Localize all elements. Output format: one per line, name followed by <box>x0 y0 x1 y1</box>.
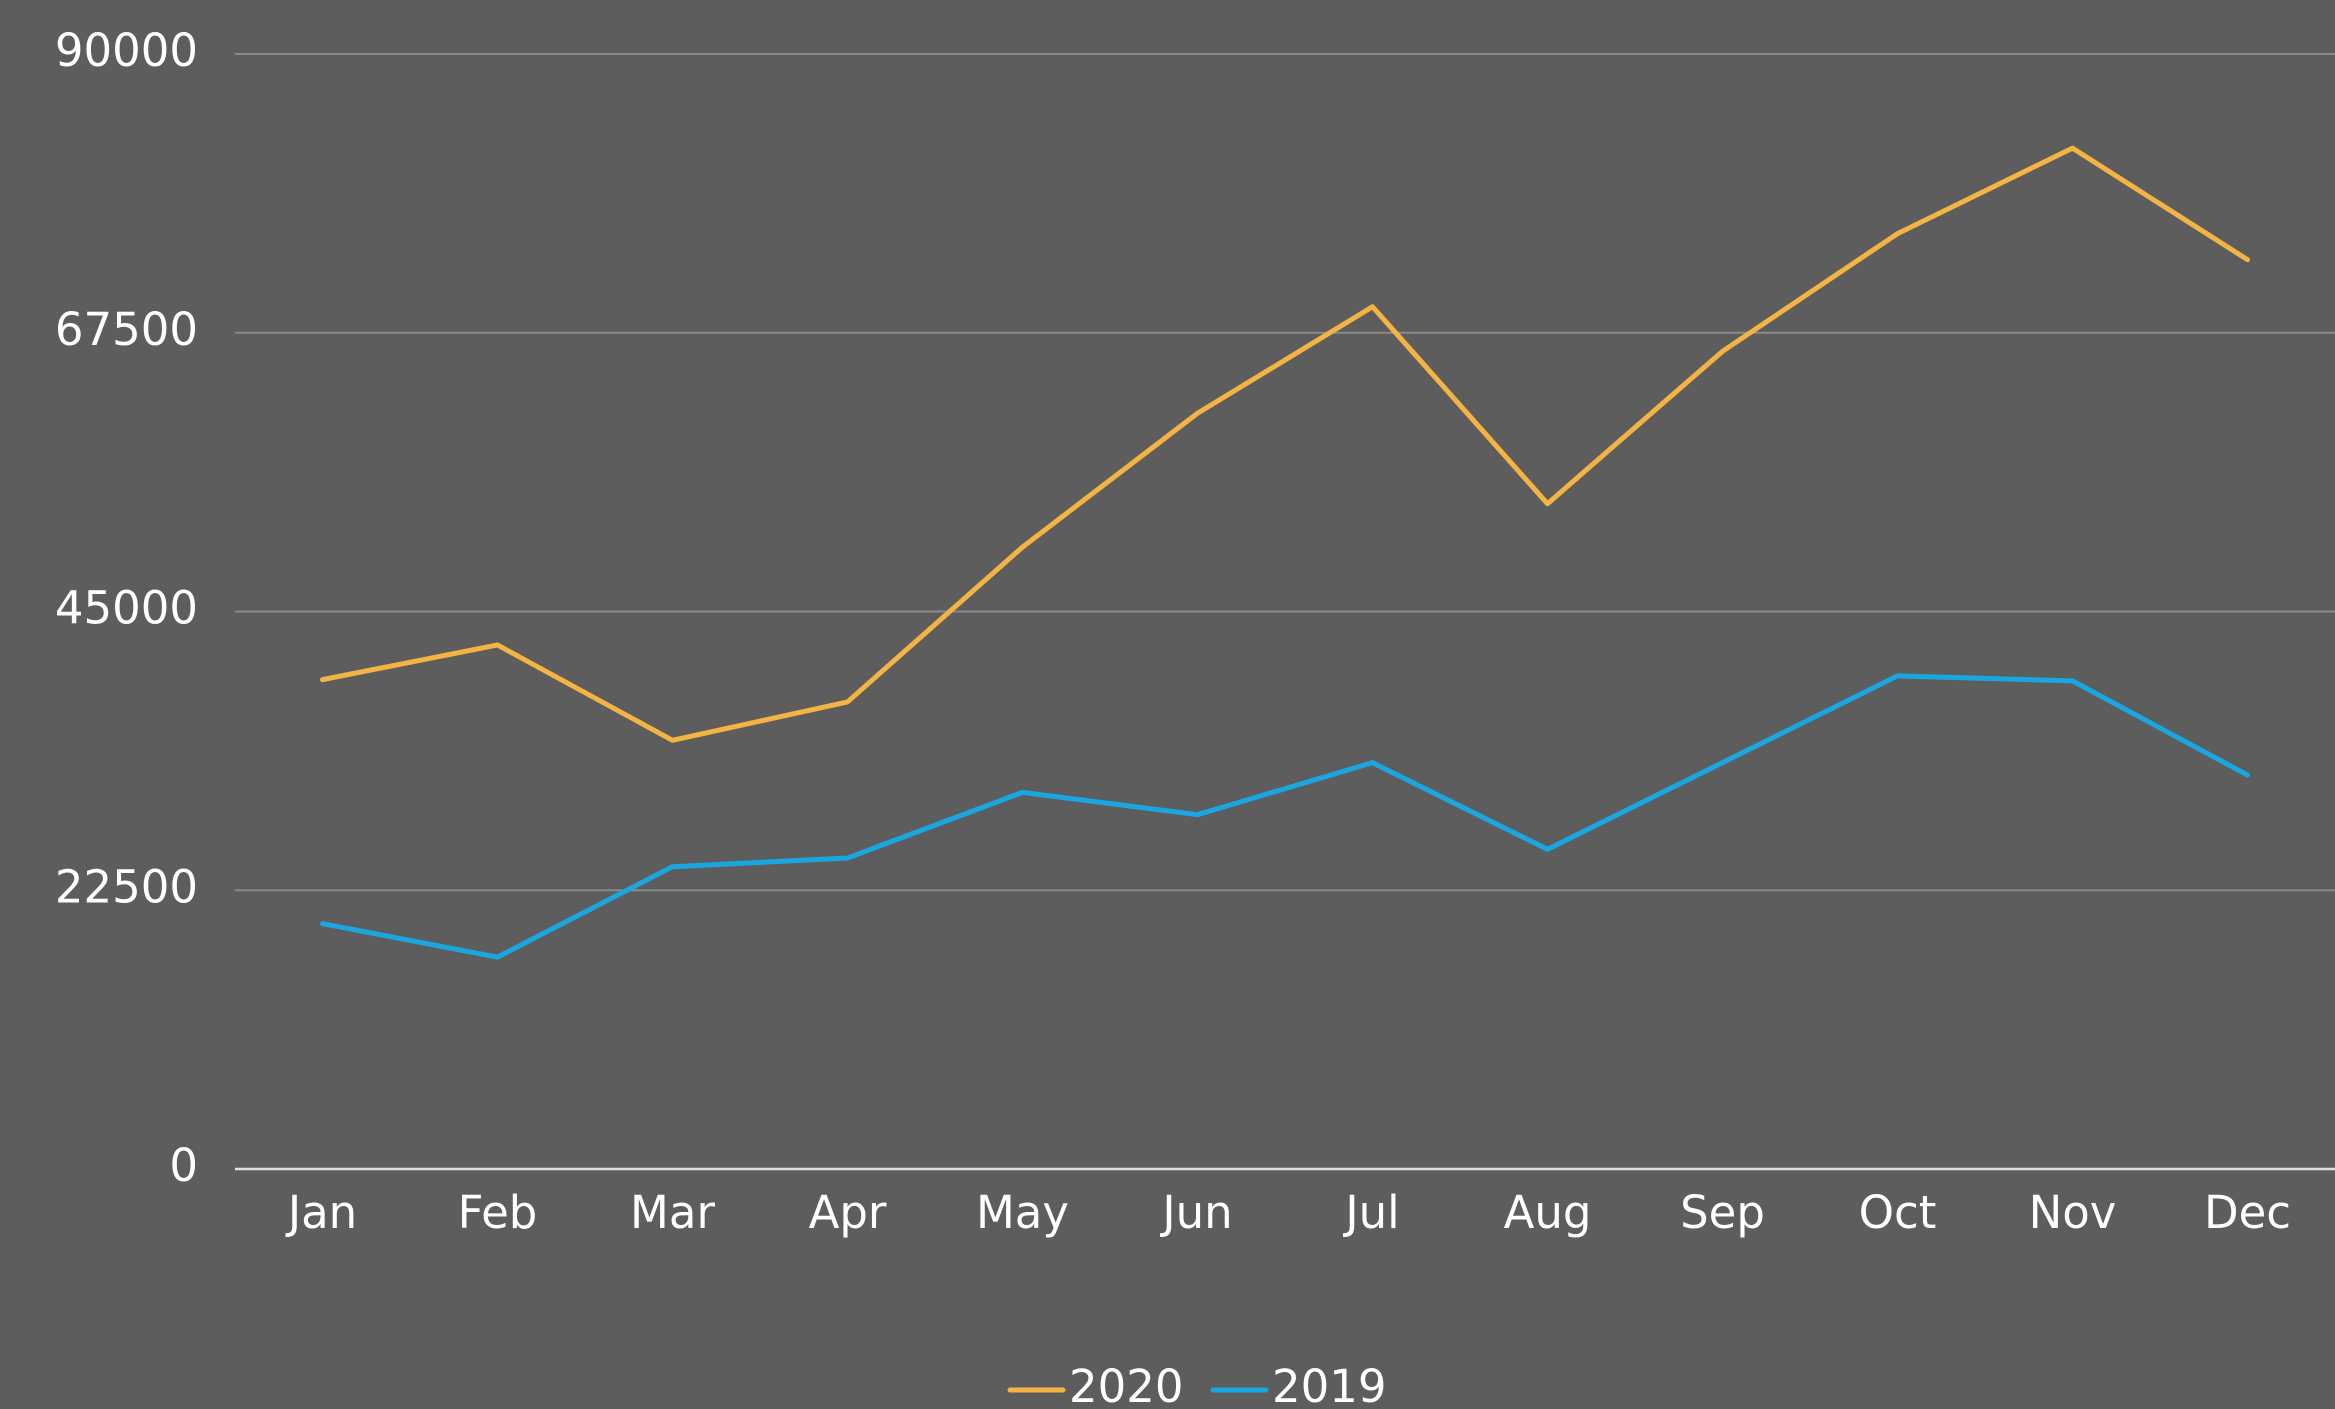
x-tick-label: Mar <box>630 1186 715 1239</box>
x-tick-label: Oct <box>1859 1186 1937 1239</box>
x-tick-label: Jun <box>1159 1186 1232 1239</box>
x-tick-label: Feb <box>458 1186 538 1239</box>
series-line <box>320 673 2250 960</box>
x-tick-label: Jul <box>1342 1186 1399 1239</box>
x-tick-label: Jan <box>285 1186 357 1239</box>
y-tick-label: 45000 <box>55 582 198 635</box>
x-tick-label: Nov <box>2029 1186 2117 1239</box>
legend-label: 2020 <box>1069 1360 1184 1409</box>
y-tick-label: 0 <box>169 1139 198 1192</box>
x-tick-label: May <box>976 1186 1069 1239</box>
legend-label: 2019 <box>1272 1360 1387 1409</box>
x-tick-label: Apr <box>809 1186 887 1239</box>
y-tick-label: 67500 <box>55 303 198 356</box>
series-line <box>320 145 2250 743</box>
x-tick-label: Sep <box>1680 1186 1765 1239</box>
x-tick-label: Aug <box>1504 1186 1592 1239</box>
x-tick-label: Dec <box>2204 1186 2291 1239</box>
y-tick-label: 90000 <box>55 24 198 77</box>
y-tick-label: 22500 <box>55 860 198 913</box>
